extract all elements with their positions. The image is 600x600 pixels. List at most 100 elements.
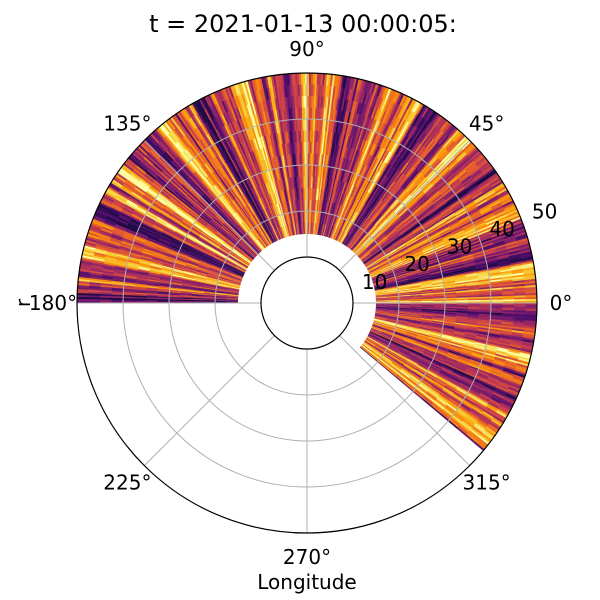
heatmap-cell bbox=[513, 298, 526, 302]
heatmap-cell bbox=[438, 203, 450, 212]
heatmap-cell bbox=[345, 159, 351, 172]
heatmap-cell bbox=[396, 321, 409, 326]
heatmap-cell bbox=[322, 224, 327, 237]
heatmap-cell bbox=[430, 385, 442, 394]
heatmap-cell bbox=[461, 253, 474, 259]
heatmap-cell bbox=[418, 236, 430, 244]
heatmap-cell bbox=[431, 194, 443, 203]
heatmap-cell bbox=[476, 373, 488, 380]
heatmap-cell bbox=[397, 282, 409, 287]
heatmap-cell bbox=[496, 348, 509, 354]
heatmap-cell bbox=[329, 226, 335, 239]
heatmap-cell bbox=[412, 252, 424, 259]
heatmap-cell bbox=[335, 216, 341, 228]
heatmap-cell bbox=[454, 132, 465, 144]
heatmap-cell bbox=[345, 235, 353, 247]
heatmap-cell bbox=[436, 252, 449, 259]
heatmap-cell bbox=[499, 268, 512, 273]
heatmap-cell bbox=[415, 191, 425, 202]
heatmap-cell bbox=[387, 140, 395, 152]
heatmap-cell bbox=[344, 208, 351, 220]
heatmap-cell bbox=[364, 258, 376, 266]
heatmap-cell bbox=[481, 412, 493, 421]
heatmap-cell bbox=[402, 122, 411, 134]
heatmap-cell bbox=[415, 340, 427, 346]
heatmap-cell bbox=[413, 189, 423, 200]
heatmap-cell bbox=[465, 275, 478, 280]
heatmap-cell bbox=[444, 313, 457, 317]
heatmap-cell bbox=[376, 342, 388, 350]
heatmap-cell bbox=[476, 227, 489, 235]
heatmap-cell bbox=[448, 197, 459, 206]
heatmap-cell bbox=[451, 146, 462, 157]
heatmap-cell bbox=[417, 364, 429, 372]
heatmap-cell bbox=[346, 111, 352, 124]
heatmap-cell bbox=[372, 323, 385, 328]
heatmap-cell bbox=[392, 265, 405, 271]
heatmap-cell bbox=[438, 256, 450, 262]
heatmap-cell bbox=[386, 287, 399, 291]
heatmap-cell bbox=[363, 256, 374, 264]
heatmap-cell bbox=[442, 388, 454, 396]
heatmap-cell bbox=[461, 197, 473, 206]
heatmap-cell bbox=[383, 178, 392, 190]
heatmap-cell bbox=[456, 387, 468, 396]
heatmap-cell bbox=[350, 225, 358, 236]
heatmap-cell bbox=[387, 347, 398, 355]
heatmap-cell bbox=[418, 329, 431, 334]
heatmap-cell bbox=[465, 274, 478, 278]
heatmap-cell bbox=[352, 137, 358, 150]
heatmap-cell bbox=[420, 319, 433, 323]
heatmap-cell bbox=[425, 372, 437, 381]
heatmap-cell bbox=[421, 289, 434, 292]
heatmap-cell bbox=[358, 248, 368, 258]
heatmap-cell bbox=[351, 186, 358, 198]
heatmap-cell bbox=[455, 409, 467, 419]
heatmap-cell bbox=[461, 421, 472, 431]
heatmap-cell bbox=[357, 231, 366, 241]
heatmap-cell bbox=[436, 164, 447, 175]
heatmap-cell bbox=[430, 363, 442, 370]
heatmap-cell bbox=[448, 251, 461, 257]
heatmap-cell bbox=[411, 187, 422, 198]
heatmap-cell bbox=[376, 109, 383, 122]
heatmap-cell bbox=[329, 202, 334, 215]
heatmap-cell bbox=[347, 159, 353, 172]
heatmap-cell bbox=[511, 270, 524, 275]
heatmap-cell bbox=[472, 404, 484, 413]
heatmap-cell bbox=[321, 223, 325, 236]
heatmap-cell bbox=[397, 318, 410, 322]
heatmap-cell bbox=[376, 235, 387, 244]
heatmap-cell bbox=[401, 367, 413, 375]
heatmap-cell bbox=[487, 263, 500, 268]
heatmap-layer bbox=[76, 72, 538, 451]
heatmap-cell bbox=[380, 266, 392, 272]
heatmap-cell bbox=[367, 264, 379, 271]
heatmap-cell bbox=[472, 425, 484, 435]
heatmap-cell bbox=[350, 160, 356, 173]
heatmap-cell bbox=[389, 154, 398, 166]
heatmap-cell bbox=[447, 401, 459, 410]
heatmap-cell bbox=[405, 182, 415, 192]
heatmap-cell bbox=[386, 139, 394, 151]
heatmap-cell bbox=[334, 167, 339, 180]
heatmap-cell bbox=[375, 84, 382, 97]
heatmap-cell bbox=[346, 147, 352, 160]
heatmap-cell bbox=[374, 284, 386, 289]
heatmap-cell bbox=[410, 310, 422, 314]
heatmap-cell bbox=[468, 166, 480, 176]
heatmap-cell bbox=[370, 330, 382, 336]
heatmap-cell bbox=[383, 112, 390, 124]
heatmap-cell bbox=[468, 361, 481, 368]
heatmap-cell bbox=[338, 157, 344, 170]
heatmap-cell bbox=[363, 206, 372, 218]
heatmap-cell bbox=[480, 237, 493, 244]
heatmap-cell bbox=[456, 427, 468, 437]
heatmap-cell bbox=[431, 142, 441, 154]
heatmap-cell bbox=[491, 235, 504, 241]
heatmap-cell bbox=[396, 280, 409, 284]
heatmap-cell bbox=[410, 223, 421, 232]
heatmap-cell bbox=[366, 194, 374, 205]
heatmap-cell bbox=[405, 334, 417, 340]
heatmap-cell bbox=[443, 318, 456, 322]
